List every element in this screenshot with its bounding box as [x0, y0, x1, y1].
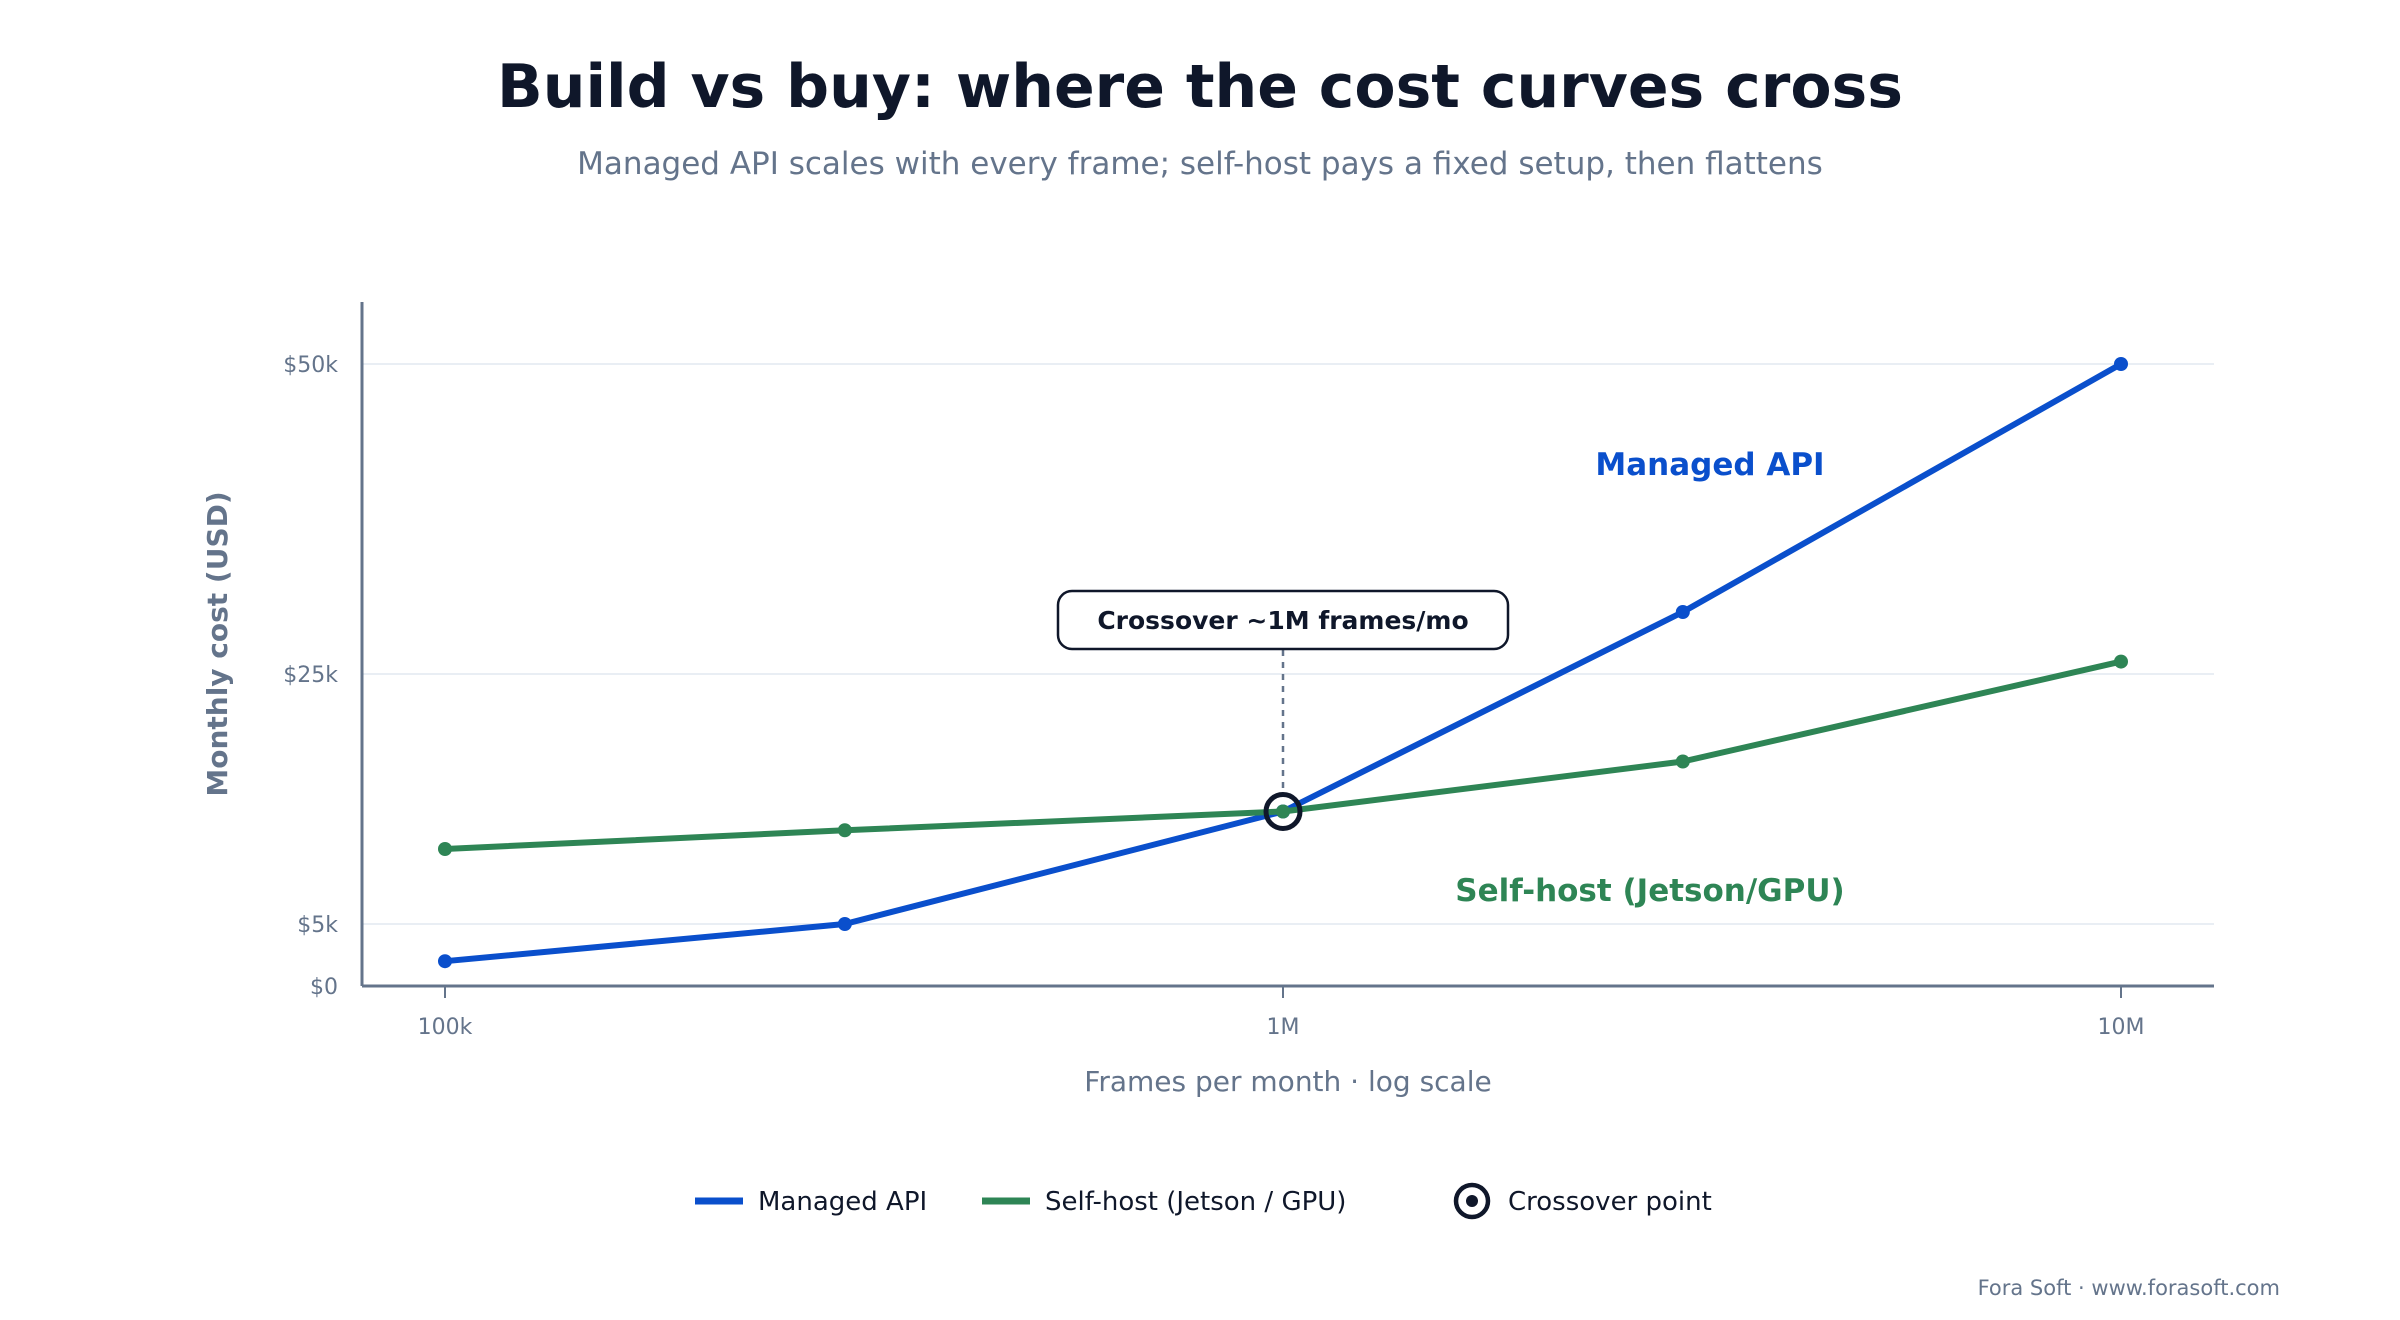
crossover-label-box [1056, 589, 1510, 651]
legend-label: Crossover point [1508, 1187, 1712, 1217]
chart-title: Build vs buy: where the cost curves cros… [497, 52, 1903, 122]
crossover-marker [1263, 792, 1303, 831]
y-tick-label: $25k [283, 663, 338, 688]
gridlines [362, 363, 2214, 925]
y-tick-label: $5k [297, 913, 338, 938]
x-axis-title: Frames per month · log scale [1084, 1065, 1491, 1098]
x-tick-label: 10M [2098, 1015, 2145, 1040]
y-axis-title: Monthly cost (USD) [201, 491, 234, 796]
self-host-point [2114, 654, 2128, 669]
axes [360, 302, 2214, 988]
y-tick-label: $50k [283, 353, 338, 378]
managed-api-point [1675, 605, 1690, 619]
axis-ticks: $0 $5k $25k $50k 100k 1M 10M [283, 353, 2144, 1040]
self-host-point [1276, 804, 1290, 819]
managed-api-label: Managed API [1595, 447, 1824, 483]
self-host-point [438, 842, 452, 856]
chart-subtitle: Managed API scales with every frame; sel… [577, 146, 1823, 182]
self-host-label: Self-host (Jetson/GPU) [1455, 873, 1844, 909]
crossover-annotation: Crossover ~1M frames/mo [1097, 606, 1468, 635]
managed-api-point [2114, 357, 2128, 371]
x-tick-label: 100k [418, 1015, 473, 1040]
legend-ring-dot [1466, 1195, 1478, 1207]
self-host-point [1675, 754, 1690, 769]
managed-api-point [438, 954, 452, 969]
legend-label: Managed API [758, 1187, 927, 1217]
legend-ring-icon [1453, 1182, 1491, 1220]
crossover-callout: Crossover ~1M frames/mo [1056, 589, 1510, 792]
series-labels: Managed API Self-host (Jetson/GPU) [1455, 447, 1844, 909]
series [438, 357, 2128, 969]
legend: Managed API Self-host (Jetson / GPU) Cross… [695, 1182, 1712, 1220]
self-host-point [837, 823, 852, 838]
managed-api-point [837, 917, 852, 931]
footer-credit: Fora Soft · www.forasoft.com [1977, 1276, 2280, 1300]
y-tick-label: $0 [310, 975, 338, 1000]
x-tick-label: 1M [1267, 1015, 1300, 1040]
legend-label: Self-host (Jetson / GPU) [1045, 1187, 1346, 1217]
